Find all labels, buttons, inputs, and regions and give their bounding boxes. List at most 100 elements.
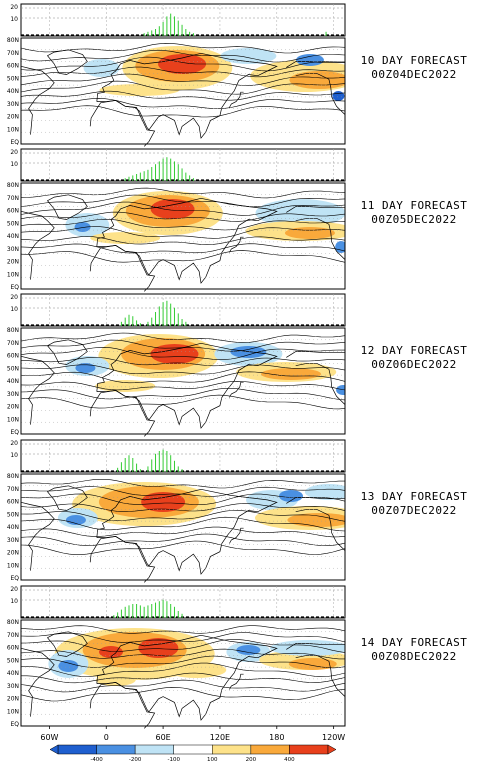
latitude-label: 80N <box>7 473 19 480</box>
latitude-label: 10N <box>7 271 19 278</box>
coastline <box>46 49 88 75</box>
latitude-label: 50N <box>7 511 19 518</box>
coastline <box>295 72 345 115</box>
coastline <box>21 65 55 135</box>
anomaly-shading <box>99 646 123 658</box>
panel-label-4: 13 DAY FORECAST 00Z07DEC2022 <box>350 490 478 518</box>
anomaly-shading <box>158 54 207 74</box>
height-contour <box>21 632 345 643</box>
height-contour <box>21 236 345 245</box>
latitude-label: 40N <box>7 378 19 385</box>
anomaly-shading <box>90 232 161 244</box>
height-contour <box>21 201 345 216</box>
height-contour <box>21 218 345 231</box>
forecast-date: 00Z07DEC2022 <box>371 504 457 517</box>
colorbar-segment <box>212 744 252 755</box>
latitude-label: 20N <box>7 259 19 266</box>
latitude-label: 10N <box>7 562 19 569</box>
coastline <box>21 355 55 425</box>
latitude-label: EQ <box>10 284 19 291</box>
latitude-label: 80N <box>7 182 19 189</box>
latitude-label: 30N <box>7 246 19 253</box>
panel-label-5: 14 DAY FORECAST 00Z08DEC2022 <box>350 636 478 664</box>
latitude-label: EQ <box>10 429 19 436</box>
coastline <box>295 654 345 697</box>
height-contour <box>21 648 345 660</box>
latitude-label: 20N <box>7 404 19 411</box>
latitude-label: 70N <box>7 195 19 202</box>
histogram-tick-label: 10 <box>10 16 18 23</box>
height-contour <box>21 686 345 702</box>
height-contour <box>21 194 345 208</box>
height-contour <box>21 662 345 677</box>
latitude-label: EQ <box>10 721 19 728</box>
histogram-frame <box>20 439 346 473</box>
longitude-label: 120E <box>210 733 230 742</box>
histogram-tick-label: 20 <box>10 294 18 301</box>
anomaly-shading <box>65 515 86 525</box>
height-contour <box>21 211 345 222</box>
map-fields <box>21 187 345 292</box>
anomaly-shading <box>335 241 345 253</box>
forecast-date: 00Z04DEC2022 <box>371 68 457 81</box>
coastline <box>89 536 156 583</box>
latitude-label: 70N <box>7 340 19 347</box>
latitude-label: 30N <box>7 391 19 398</box>
coastline <box>295 508 345 551</box>
coastline <box>89 390 156 437</box>
histogram-tick-label: 10 <box>10 598 18 605</box>
height-contour <box>21 364 345 375</box>
map-frame <box>20 327 346 435</box>
anomaly-map: 80N 70N 60N 50N 40N 30N 20N 10N EQ <box>7 327 346 437</box>
anomaly-shading <box>304 484 345 500</box>
height-contour <box>21 533 345 547</box>
colorbar-arrow-right <box>327 744 337 755</box>
map-fields <box>21 332 345 437</box>
map-frame <box>20 619 346 727</box>
latitude-label: 40N <box>7 233 19 240</box>
coastline <box>89 245 156 292</box>
histogram-tick-label: 20 <box>10 149 18 156</box>
histogram-tick-label: 20 <box>10 4 18 11</box>
coastline <box>46 339 88 365</box>
height-contour <box>21 493 345 505</box>
anomaly-shading <box>75 363 96 373</box>
histogram-tick-label: 10 <box>10 306 18 313</box>
height-contour <box>21 187 345 199</box>
map-fields <box>21 479 345 583</box>
coastline <box>295 217 345 260</box>
height-contour <box>21 80 345 95</box>
anomaly-shading <box>295 54 324 66</box>
histogram-frame <box>20 148 346 182</box>
anomaly-map: 80N 70N 60N 50N 40N 30N 20N 10N EQ <box>7 619 346 729</box>
forecast-date: 00Z05DEC2022 <box>371 213 457 226</box>
anomaly-map: 80N 70N 60N 50N 40N 30N 20N 10N EQ <box>7 473 346 583</box>
anomaly-shading <box>58 660 79 672</box>
colorbar-arrow-left <box>49 744 59 755</box>
anomaly-map: 80N 70N 60N 50N 40N 30N 20N 10N EQ <box>7 37 346 147</box>
longitude-label: 180 <box>269 733 284 742</box>
anomaly-shading <box>279 490 303 502</box>
anomaly-shading <box>150 199 195 219</box>
coastline <box>46 485 88 511</box>
coastline <box>89 100 156 147</box>
coastline <box>229 91 244 108</box>
forecast-title: 13 DAY FORECAST <box>360 490 468 503</box>
colorbar-label: -400 <box>90 757 103 763</box>
longitude-label: 120W <box>322 733 345 742</box>
histogram-frame <box>20 585 346 619</box>
colorbar-label: 200 <box>246 757 257 763</box>
latitude-label: 60N <box>7 499 19 506</box>
forecast-title: 11 DAY FORECAST <box>360 199 468 212</box>
forecast-title: 14 DAY FORECAST <box>360 636 468 649</box>
anomaly-shading <box>138 638 179 658</box>
coastline <box>96 342 278 429</box>
